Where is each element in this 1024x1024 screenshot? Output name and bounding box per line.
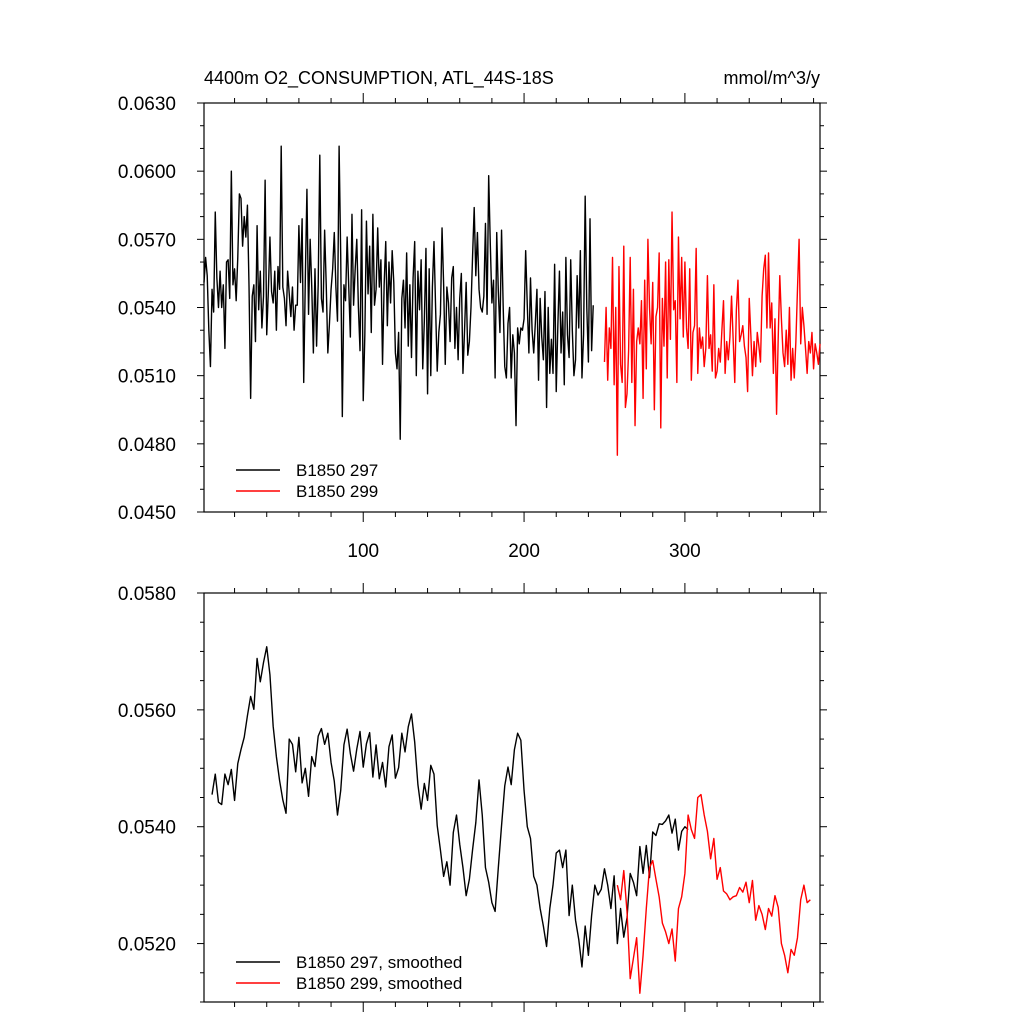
y-tick-label: 0.0520 xyxy=(118,935,176,956)
chart-title: 4400m O2_CONSUMPTION, ATL_44S-18S xyxy=(204,68,554,89)
series-line-b1850-297-smoothed xyxy=(211,646,689,968)
series-line-b1850-299-smoothed xyxy=(616,793,811,994)
bottom-axis-ticks xyxy=(197,583,827,1012)
legend-label-b1850-297-smoothed: B1850 297, smoothed xyxy=(296,953,462,972)
legend-label-b1850-299: B1850 299 xyxy=(296,482,378,501)
y-tick-label: 0.0540 xyxy=(118,299,176,320)
units-label: mmol/m^3/y xyxy=(724,68,820,88)
x-tick-label: 100 xyxy=(347,541,379,562)
y-tick-label: 0.0560 xyxy=(118,701,176,722)
y-tick-label: 0.0480 xyxy=(118,435,176,456)
top-plot-frame xyxy=(203,102,821,513)
bottom-panel: 0.0520 0.0540 0.0560 0.0580 B1850 297, smoo… xyxy=(118,583,827,1012)
y-tick-label: 0.0510 xyxy=(118,367,176,388)
top-panel: 4400m O2_CONSUMPTION, ATL_44S-18S mmol/m… xyxy=(118,68,827,562)
y-tick-label: 0.0540 xyxy=(118,818,176,839)
bottom-legend: B1850 297, smoothed B1850 299, smoothed xyxy=(236,953,462,993)
series-line-b1850-299 xyxy=(603,211,821,456)
y-tick-label: 0.0630 xyxy=(118,94,176,115)
top-axis-labels: 0.0450 0.0480 0.0510 0.0540 0.0570 0.0600 0.06… xyxy=(118,94,701,562)
bottom-plot-frame xyxy=(203,592,821,1003)
legend-label-b1850-299-smoothed: B1850 299, smoothed xyxy=(296,974,462,993)
top-legend: B1850 297 B1850 299 xyxy=(236,461,378,501)
y-tick-label: 0.0450 xyxy=(118,503,176,524)
y-tick-label: 0.0570 xyxy=(118,230,176,251)
series-line-b1850-297 xyxy=(203,145,594,440)
top-series-group xyxy=(203,145,821,456)
x-tick-label: 200 xyxy=(508,541,540,562)
legend-label-b1850-297: B1850 297 xyxy=(296,461,378,480)
y-tick-label: 0.0580 xyxy=(118,584,176,605)
top-axis-ticks xyxy=(197,93,827,522)
bottom-axis-labels: 0.0520 0.0540 0.0560 0.0580 xyxy=(118,584,176,956)
bottom-series-group xyxy=(211,646,811,994)
y-tick-label: 0.0600 xyxy=(118,162,176,183)
x-tick-label: 300 xyxy=(669,541,701,562)
